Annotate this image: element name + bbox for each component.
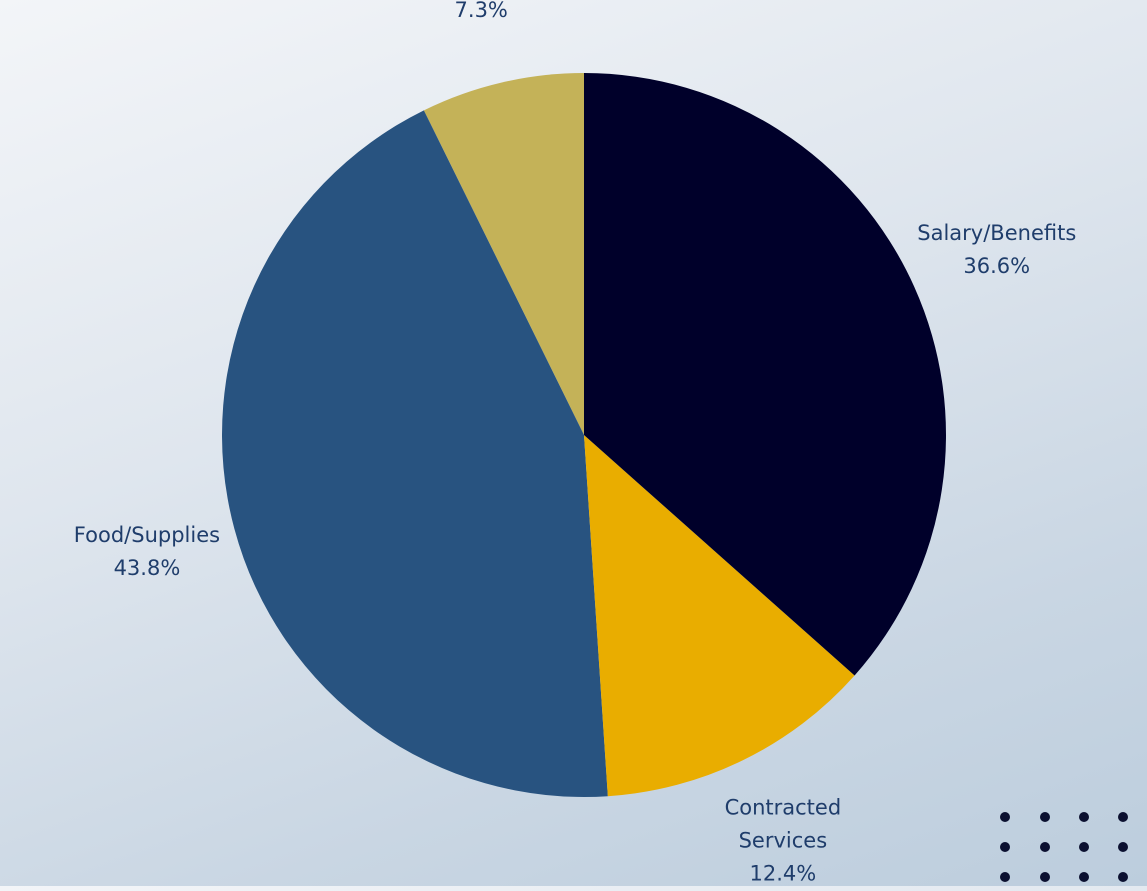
value-label: 36.6%	[963, 253, 1031, 278]
category-label: Contracted Services	[724, 795, 842, 853]
slice-label: Contracted Services 12.4%	[698, 792, 868, 891]
value-label: 12.4%	[749, 861, 817, 886]
pie-slice	[221, 110, 608, 798]
pie-slice	[584, 435, 855, 797]
slice-label: Food/Supplies 43.8%	[74, 519, 220, 585]
pie-slice	[584, 73, 946, 676]
pie-slice	[423, 73, 584, 435]
slice-label: Salary/Benefits 36.6%	[917, 217, 1076, 283]
category-label: Salary/Benefits	[917, 220, 1077, 245]
value-label: 43.8%	[113, 556, 181, 581]
value-label: 7.3%	[454, 0, 508, 23]
category-label: Food/Supplies	[73, 523, 221, 548]
decor-dots	[1000, 812, 1128, 882]
slice-label: Other7.3%	[451, 0, 511, 27]
